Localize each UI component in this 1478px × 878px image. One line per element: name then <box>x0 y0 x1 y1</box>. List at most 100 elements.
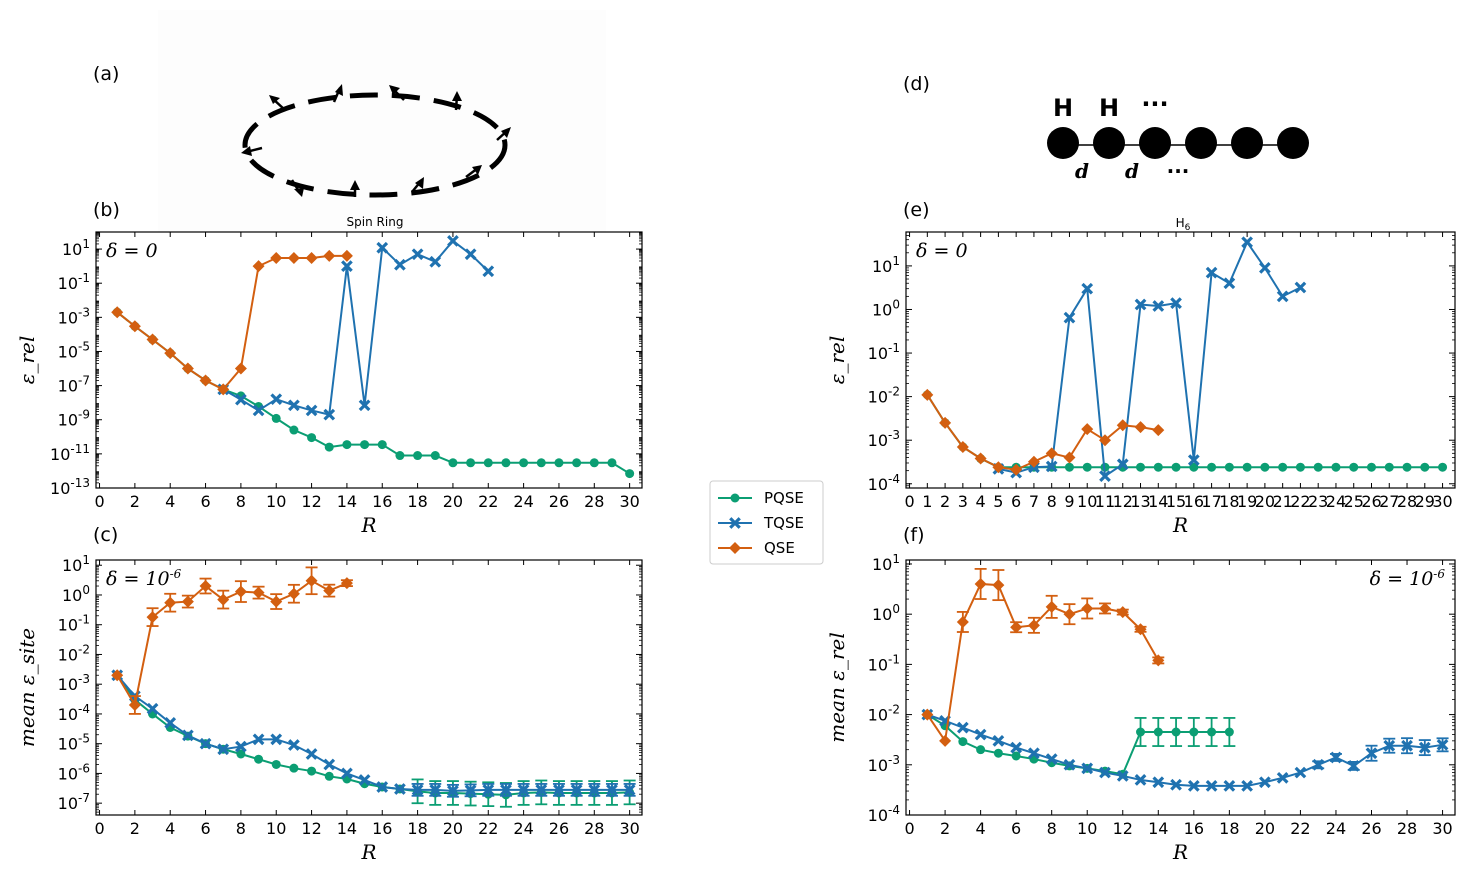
ellipsis-top: ··· <box>1141 90 1168 118</box>
data-point <box>429 784 442 796</box>
data-point <box>1027 619 1040 632</box>
x-tick-label: 22 <box>1290 492 1310 511</box>
x-tick-label: 8 <box>1047 819 1057 838</box>
x-tick-label: 23 <box>1308 492 1328 511</box>
data-point <box>958 737 968 747</box>
data-point <box>1045 753 1058 765</box>
x-tick-label: 16 <box>372 492 392 511</box>
x-tick-label: 20 <box>443 819 463 838</box>
data-point <box>1116 606 1129 619</box>
x-tick-label: 29 <box>1415 492 1435 511</box>
y-tick-label: 10-7 <box>58 374 90 396</box>
data-point <box>1081 602 1094 615</box>
data-point <box>360 440 370 450</box>
y-tick-label: 101 <box>872 552 900 574</box>
y-axis-label: mean ε_site <box>15 628 39 747</box>
h-atom <box>1185 127 1217 159</box>
data-point <box>466 458 476 468</box>
data-point <box>1136 727 1146 737</box>
h-atom <box>1093 127 1125 159</box>
data-point <box>992 734 1005 747</box>
y-tick-label: 10-3 <box>58 672 90 694</box>
series-qse <box>111 249 353 396</box>
series-tqse <box>921 708 1449 792</box>
data-point <box>1418 741 1431 754</box>
chart-panel-b: 0 2 4 6 8 10 12 14 16 18 20 22 24 26 28 3010110-110-310… <box>15 231 643 537</box>
x-tick-label: 4 <box>165 819 175 838</box>
x-tick-label: 0 <box>94 492 104 511</box>
y-tick-label: 10-4 <box>58 702 90 724</box>
x-tick-label: 13 <box>1130 492 1150 511</box>
data-point <box>1134 298 1147 311</box>
data-point <box>1259 776 1271 789</box>
data-point <box>974 728 987 741</box>
data-point <box>305 574 318 587</box>
legend-entry-pqse: PQSE <box>718 489 804 507</box>
spin-ring-caption: Spin Ring <box>347 215 404 229</box>
data-point <box>1153 462 1163 472</box>
legend-marker <box>730 493 740 503</box>
data-point <box>199 374 212 387</box>
data-point <box>1207 727 1217 737</box>
spin-arrowhead <box>350 180 360 190</box>
data-point <box>305 251 318 264</box>
data-point <box>1313 462 1323 472</box>
y-tick-label: 10-2 <box>868 703 900 725</box>
x-tick-label: 28 <box>584 819 604 838</box>
data-point <box>1116 770 1129 782</box>
data-point <box>553 784 565 796</box>
data-point <box>323 584 336 597</box>
x-tick-label: 24 <box>513 492 533 511</box>
y-tick-label: 101 <box>62 553 90 575</box>
plot-frame <box>905 559 1456 816</box>
legend-marker <box>729 542 741 554</box>
x-tick-label: 16 <box>1184 819 1204 838</box>
x-tick-label: 1 <box>922 492 932 511</box>
data-point <box>1224 462 1234 472</box>
y-tick-label: 10-3 <box>58 305 90 327</box>
data-point <box>623 784 636 796</box>
data-point <box>1045 460 1058 473</box>
x-tick-label: 16 <box>372 819 392 838</box>
data-point <box>430 451 440 461</box>
data-point <box>1081 282 1094 295</box>
h-atom <box>1277 127 1309 159</box>
data-point <box>501 458 511 468</box>
x-tick-label: 30 <box>1432 819 1452 838</box>
x-tick-label: 7 <box>1029 492 1039 511</box>
data-point <box>625 469 635 479</box>
data-point <box>483 458 493 468</box>
x-tick-label: 28 <box>584 492 604 511</box>
data-point <box>307 766 317 776</box>
data-point <box>341 260 353 272</box>
data-point <box>411 248 424 261</box>
x-tick-label: 30 <box>619 819 639 838</box>
data-point <box>939 416 952 429</box>
spin-arrowhead <box>389 85 400 95</box>
x-tick-label: 4 <box>165 492 175 511</box>
data-point <box>448 458 458 468</box>
spacing-label: d <box>1125 159 1139 183</box>
x-tick-label: 2 <box>130 819 140 838</box>
x-tick-label: 27 <box>1379 492 1399 511</box>
y-tick-label: 10-1 <box>868 341 900 363</box>
data-point <box>992 461 1005 474</box>
spin-arrowhead <box>269 95 280 104</box>
x-tick-label: 12 <box>1113 492 1133 511</box>
data-point <box>1384 462 1394 472</box>
data-point <box>1189 462 1199 472</box>
data-point <box>1063 311 1076 324</box>
series-line <box>998 240 1301 478</box>
x-tick-label: 26 <box>549 492 569 511</box>
data-point <box>1010 621 1023 634</box>
legend: PQSE TQSE QSE <box>709 480 824 565</box>
data-point <box>1063 451 1076 464</box>
x-tick-label: 26 <box>1361 492 1381 511</box>
data-point <box>1171 462 1181 472</box>
h-atom-label: H <box>1053 94 1073 122</box>
x-tick-label: 20 <box>1255 492 1275 511</box>
x-tick-label: 25 <box>1344 492 1364 511</box>
y-tick-label: 100 <box>62 583 90 605</box>
data-point <box>199 580 212 593</box>
